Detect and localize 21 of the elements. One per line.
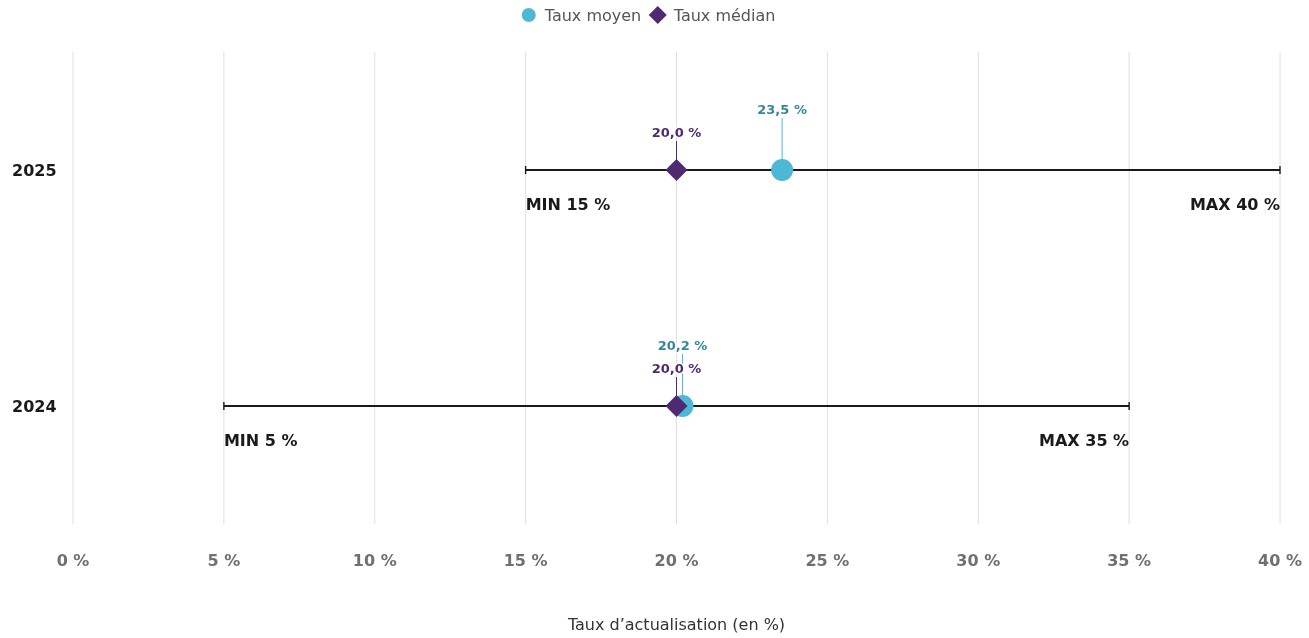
x-tick-label: 5 % bbox=[207, 551, 241, 570]
annotation: MIN 15 % bbox=[525, 195, 611, 214]
annotation: MIN 5 % bbox=[223, 431, 298, 450]
y-tick-label: 2024 bbox=[12, 397, 57, 416]
x-tick-label: 25 % bbox=[805, 551, 850, 570]
legend-label: Taux moyen bbox=[543, 6, 642, 25]
x-tick-label: 10 % bbox=[352, 551, 397, 570]
x-axis-title: Taux d’actualisation (en %) bbox=[566, 615, 786, 634]
legend-label: Taux médian bbox=[672, 6, 776, 25]
y-tick-label: 2025 bbox=[12, 161, 57, 180]
data-label: 23,5 % bbox=[757, 102, 807, 117]
x-tick-label: 20 % bbox=[654, 551, 699, 570]
x-tick-label: 35 % bbox=[1107, 551, 1152, 570]
x-tick-label: 0 % bbox=[56, 551, 90, 570]
data-label: 20,2 % bbox=[657, 338, 708, 353]
x-tick-label: 40 % bbox=[1258, 551, 1302, 570]
data-label: 20,0 % bbox=[651, 125, 702, 140]
annotation: MAX 35 % bbox=[1039, 431, 1130, 450]
x-tick-label: 30 % bbox=[956, 551, 1001, 570]
x-tick-label: 15 % bbox=[503, 551, 548, 570]
annotation: MAX 40 % bbox=[1189, 195, 1280, 214]
